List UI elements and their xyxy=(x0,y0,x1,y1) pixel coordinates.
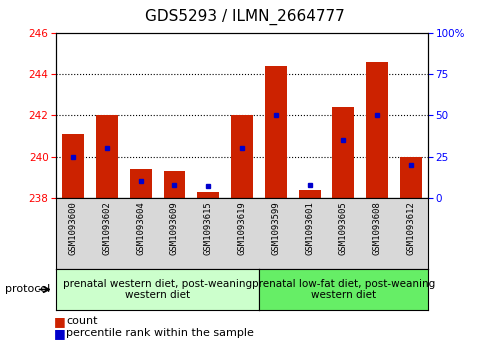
Bar xyxy=(231,115,252,198)
Bar xyxy=(366,62,387,198)
Text: percentile rank within the sample: percentile rank within the sample xyxy=(66,328,253,338)
Text: ■: ■ xyxy=(54,315,65,328)
Text: prenatal western diet, post-weaning
western diet: prenatal western diet, post-weaning west… xyxy=(63,279,252,300)
Bar xyxy=(298,189,320,198)
Text: prenatal low-fat diet, post-weaning
western diet: prenatal low-fat diet, post-weaning west… xyxy=(251,279,434,300)
Text: count: count xyxy=(66,316,97,326)
Bar xyxy=(399,156,421,198)
Bar xyxy=(96,115,118,198)
Text: GSM1093612: GSM1093612 xyxy=(406,201,415,255)
Bar xyxy=(129,169,151,198)
Text: GSM1093608: GSM1093608 xyxy=(372,201,381,255)
Text: GSM1093604: GSM1093604 xyxy=(136,201,145,255)
Bar xyxy=(62,134,84,198)
Text: GSM1093619: GSM1093619 xyxy=(237,201,246,255)
Text: ■: ■ xyxy=(54,327,65,340)
Text: protocol: protocol xyxy=(5,285,50,294)
Bar xyxy=(264,66,286,198)
Text: GSM1093615: GSM1093615 xyxy=(203,201,212,255)
Text: GSM1093609: GSM1093609 xyxy=(170,201,179,255)
Bar xyxy=(197,192,219,198)
Text: GSM1093600: GSM1093600 xyxy=(68,201,78,255)
Text: GSM1093605: GSM1093605 xyxy=(338,201,347,255)
Bar xyxy=(332,107,354,198)
Text: GDS5293 / ILMN_2664777: GDS5293 / ILMN_2664777 xyxy=(144,9,344,25)
Bar xyxy=(163,171,185,198)
Text: GSM1093599: GSM1093599 xyxy=(271,201,280,255)
Text: GSM1093601: GSM1093601 xyxy=(305,201,313,255)
Text: GSM1093602: GSM1093602 xyxy=(102,201,111,255)
